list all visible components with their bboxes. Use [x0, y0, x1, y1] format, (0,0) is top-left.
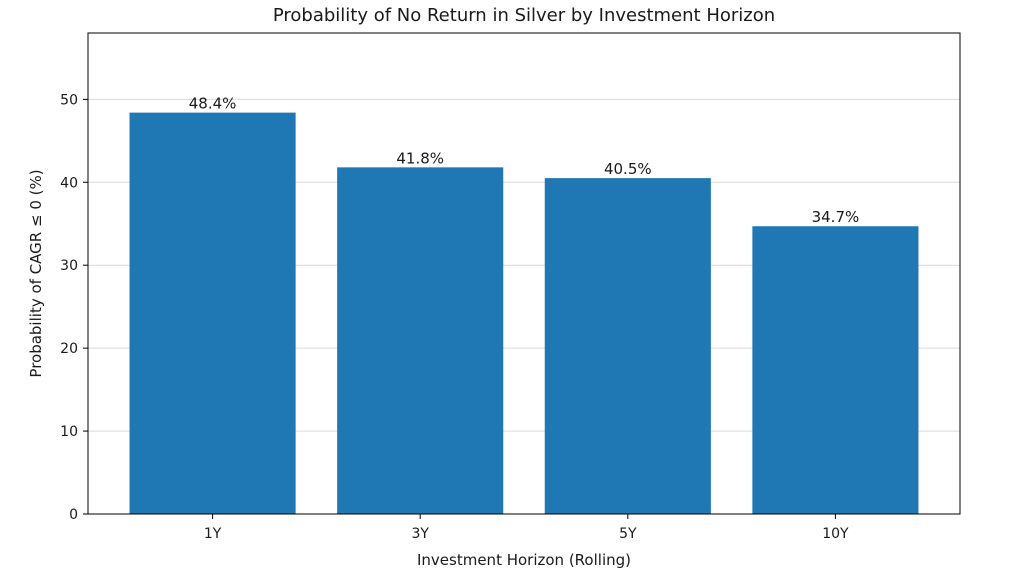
plot-frame: [87, 32, 961, 515]
bars: [129, 112, 919, 515]
y-tick-label: 30: [60, 258, 78, 274]
bar-value-label: 40.5%: [604, 160, 652, 178]
bar-1y: [129, 112, 296, 514]
y-axis-label: Probability of CAGR ≤ 0 (%): [27, 169, 45, 377]
bar-value-label: 48.4%: [189, 95, 237, 113]
bar-5y: [544, 178, 711, 514]
x-tick-label: 10Y: [822, 526, 849, 542]
y-tick-label: 50: [60, 92, 78, 108]
bar-value-label: 34.7%: [812, 208, 860, 226]
y-axis-ticks: 0 10 20 30 40 50: [60, 92, 88, 523]
y-tick-label: 20: [60, 341, 78, 357]
y-tick-label: 40: [60, 175, 78, 191]
x-axis-ticks: 1Y 3Y 5Y 10Y: [204, 514, 849, 542]
bar-3y: [337, 167, 504, 515]
bar-10y: [752, 226, 919, 514]
bar-value-label: 41.8%: [396, 149, 444, 167]
x-tick-label: 1Y: [204, 526, 222, 542]
x-axis-label: Investment Horizon (Rolling): [417, 551, 631, 569]
bar-value-labels: 48.4% 41.8% 40.5% 34.7%: [189, 95, 860, 227]
x-tick-label: 5Y: [619, 526, 637, 542]
y-tick-label: 10: [60, 424, 78, 440]
x-tick-label: 3Y: [411, 526, 429, 542]
y-tick-label: 0: [69, 507, 78, 523]
chart-title: Probability of No Return in Silver by In…: [273, 5, 775, 26]
